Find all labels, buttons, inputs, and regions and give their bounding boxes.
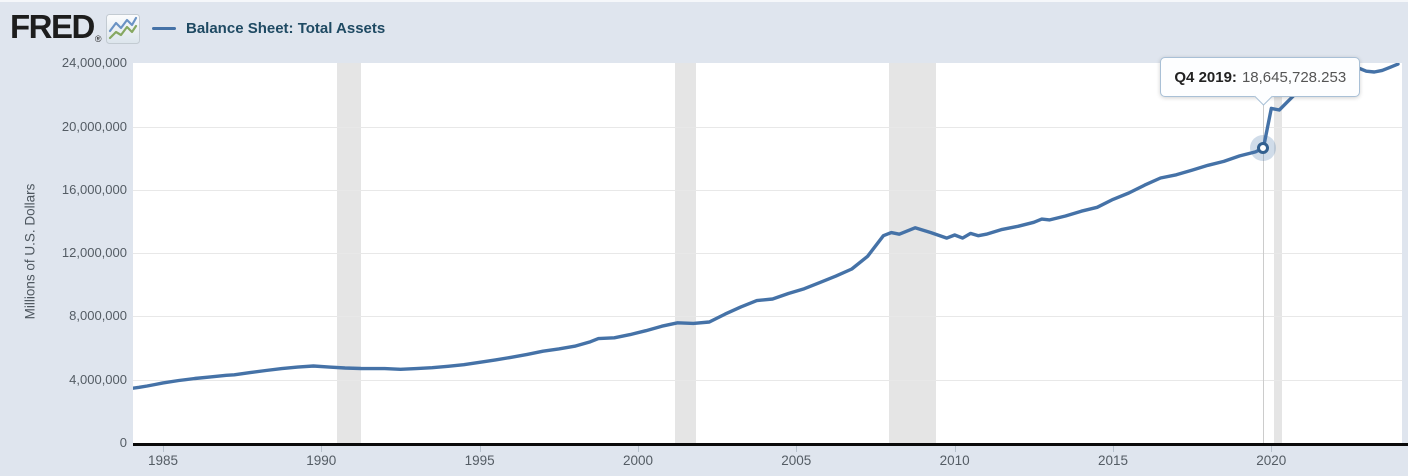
y-tick-label: 20,000,000 bbox=[61, 118, 127, 134]
x-tick-mark bbox=[638, 446, 639, 452]
x-tick-label: 2015 bbox=[1097, 453, 1129, 468]
recession-band bbox=[337, 63, 361, 443]
legend-line-swatch bbox=[152, 26, 176, 30]
y-gridline bbox=[133, 126, 1402, 128]
x-tick-label: 2010 bbox=[939, 453, 970, 468]
series-legend[interactable]: Balance Sheet: Total Assets bbox=[152, 18, 385, 38]
y-gridline bbox=[133, 316, 1402, 318]
fred-logo[interactable]: FRED ® bbox=[10, 8, 141, 49]
x-tick-mark bbox=[1113, 446, 1114, 452]
recession-band bbox=[1273, 63, 1282, 443]
data-line[interactable] bbox=[133, 63, 1400, 390]
x-tick-mark bbox=[1271, 446, 1273, 452]
y-gridline bbox=[133, 189, 1402, 191]
x-tick-mark bbox=[321, 446, 323, 452]
fred-logo-text: FRED bbox=[10, 8, 95, 45]
x-axis-line bbox=[133, 443, 1408, 446]
y-tick-label: 4,000,000 bbox=[69, 371, 127, 387]
x-tick-mark bbox=[163, 446, 164, 452]
recession-band bbox=[888, 63, 937, 443]
x-tick-mark bbox=[796, 446, 798, 452]
y-tick-label: 0 bbox=[119, 435, 127, 450]
plot-area[interactable] bbox=[133, 63, 1402, 443]
x-tick-mark bbox=[954, 446, 956, 452]
x-tick-label: 1990 bbox=[306, 453, 337, 468]
fred-logo-registered: ® bbox=[94, 34, 102, 44]
y-gridline bbox=[133, 253, 1402, 255]
x-tick-label: 2005 bbox=[781, 453, 812, 468]
y-tick-label: 8,000,000 bbox=[69, 308, 127, 324]
crosshair-line bbox=[1263, 103, 1265, 443]
y-tick-label: 24,000,000 bbox=[61, 55, 127, 71]
y-gridline bbox=[133, 379, 1402, 381]
x-tick-mark bbox=[479, 446, 481, 452]
tooltip: Q4 2019: 18,645,728.253 bbox=[1160, 57, 1361, 106]
tooltip-period-label: Q4 2019: bbox=[1174, 68, 1237, 86]
x-tick-label: 2000 bbox=[622, 453, 654, 468]
x-tick-label: 1995 bbox=[464, 453, 495, 468]
top-strip bbox=[0, 0, 1408, 2]
x-tick-label: 1985 bbox=[147, 453, 179, 468]
tooltip-value: 18,645,728.253 bbox=[1241, 68, 1347, 86]
recession-band bbox=[675, 63, 696, 443]
x-tick-label: 2020 bbox=[1256, 453, 1287, 468]
y-tick-label: 16,000,000 bbox=[61, 181, 127, 197]
y-tick-label: 12,000,000 bbox=[61, 245, 127, 261]
highlight-marker[interactable] bbox=[1257, 142, 1270, 154]
legend-label: Balance Sheet: Total Assets bbox=[186, 19, 386, 37]
fred-logo-chart-icon bbox=[106, 14, 141, 49]
